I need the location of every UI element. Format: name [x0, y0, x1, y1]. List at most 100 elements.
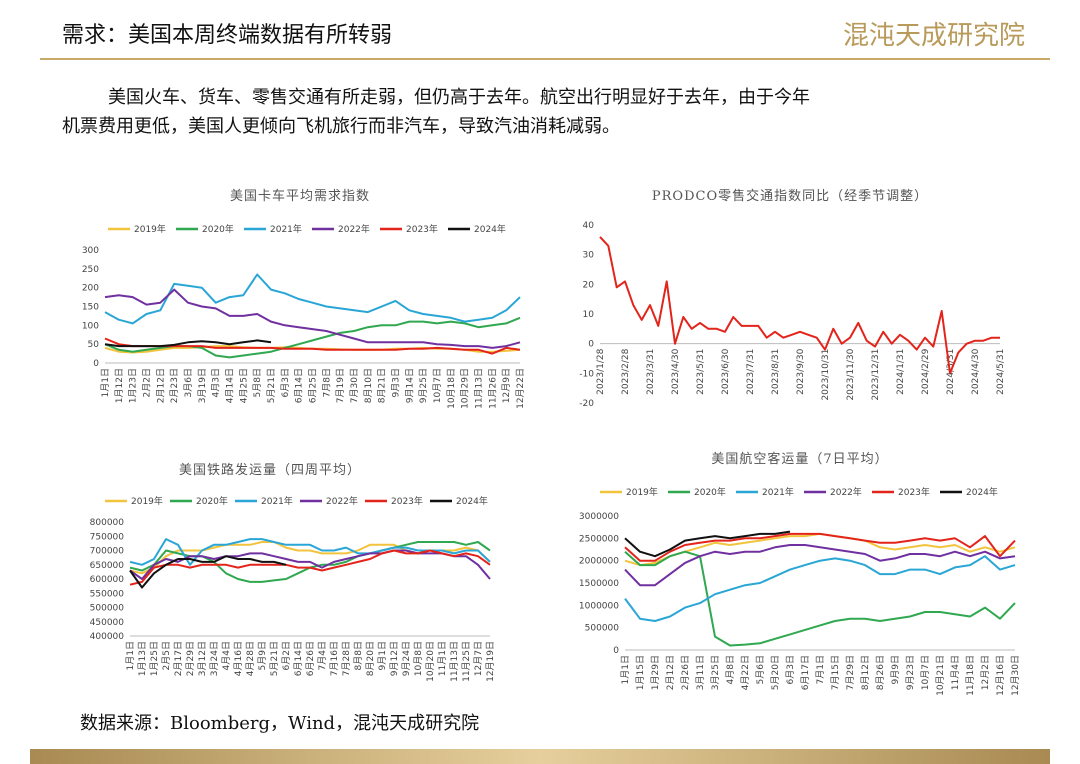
x-tick-label: 2023/11/30: [846, 348, 856, 400]
x-tick-label: 6月26日: [305, 641, 316, 676]
y-tick-label: 1500000: [579, 579, 619, 589]
x-tick-label: 2024/1/31: [896, 349, 906, 395]
x-tick-label: 9月1日: [377, 641, 388, 670]
x-tick-label: 7月8日: [321, 368, 332, 397]
legend-label: 2022年: [326, 495, 358, 507]
series-line: [599, 236, 1000, 375]
chart-title: 美国铁路发运量（四周平均）: [179, 462, 361, 478]
chart-title: PRODCO零售交通指数同比（经季节调整）: [652, 188, 928, 204]
x-tick-label: 2023/1/28: [596, 348, 606, 394]
x-tick-label: 3月12日: [197, 641, 208, 676]
legend-label: 2020年: [196, 495, 228, 507]
x-tick-label: 2月12日: [155, 368, 166, 403]
x-tick-label: 2月12日: [665, 655, 676, 690]
x-tick-label: 7月30日: [349, 368, 360, 403]
series-line: [104, 337, 521, 355]
series-line: [104, 339, 272, 348]
x-tick-label: 10月7日: [920, 655, 931, 690]
y-tick-label: 1000000: [579, 601, 619, 611]
x-tick-label: 6月3日: [785, 655, 796, 684]
legend-label: 2020年: [202, 223, 234, 235]
x-tick-label: 1月1日: [620, 655, 631, 684]
x-tick-label: 2023/2/28: [621, 348, 631, 394]
series-line: [104, 316, 521, 359]
x-tick-label: 4月4日: [221, 641, 232, 670]
legend-label: 2019年: [131, 495, 163, 507]
series-line: [624, 555, 1016, 622]
x-tick-label: 2023/4/30: [671, 348, 681, 394]
x-tick-label: 12月22日: [515, 368, 526, 409]
x-tick-label: 11月18日: [965, 655, 976, 696]
x-tick-label: 8月10日: [363, 368, 374, 403]
x-tick-label: 10月18日: [446, 368, 457, 409]
x-tick-label: 2023/3/31: [646, 349, 656, 395]
x-tick-label: 9月24日: [401, 641, 412, 676]
chart-title: 美国卡车平均需求指数: [230, 188, 370, 204]
x-tick-label: 2024/2/29: [921, 348, 931, 394]
y-tick-label: 150: [82, 303, 99, 313]
y-tick-label: 500000: [585, 624, 620, 634]
y-tick-label: 40: [583, 221, 595, 231]
x-tick-label: 7月4日: [317, 641, 328, 670]
x-tick-label: 4月8日: [725, 655, 736, 684]
y-tick-label: 450000: [90, 618, 125, 628]
x-tick-label: 4月14日: [225, 368, 236, 403]
x-tick-label: 2月26日: [680, 655, 691, 690]
legend-label: 2021年: [762, 486, 794, 498]
x-tick-label: 5月8日: [252, 368, 263, 397]
x-tick-label: 7月29日: [845, 655, 856, 690]
x-tick-label: 2月29日: [185, 641, 196, 676]
source: 数据来源：Bloomberg，Wind，混沌天成研究院: [80, 713, 479, 734]
x-tick-label: 11月13日: [474, 368, 485, 409]
y-tick-label: 700000: [90, 547, 125, 557]
x-tick-label: 11月25日: [461, 641, 472, 682]
x-tick-label: 10月7日: [432, 368, 443, 403]
x-tick-label: 11月4日: [950, 655, 961, 690]
x-tick-label: 2023/6/30: [721, 348, 731, 394]
x-tick-label: 8月20日: [365, 641, 376, 676]
x-tick-label: 1月12日: [114, 368, 125, 403]
y-tick-label: 650000: [90, 561, 125, 571]
x-tick-label: 11月13日: [449, 641, 460, 682]
y-tick-label: 0: [588, 340, 594, 350]
x-tick-label: 6月3日: [280, 368, 291, 397]
x-tick-label: 9月9日: [890, 655, 901, 684]
x-tick-label: 9月14日: [404, 368, 415, 403]
legend-label: 2023年: [391, 495, 423, 507]
x-tick-label: 4月22日: [740, 655, 751, 690]
series-line: [624, 530, 791, 558]
legend-label: 2024年: [456, 495, 488, 507]
x-tick-label: 6月14日: [294, 368, 305, 403]
y-tick-label: 20: [583, 280, 595, 290]
x-tick-label: 4月28日: [245, 641, 256, 676]
x-tick-label: 8月8日: [353, 641, 364, 670]
y-tick-label: 30: [583, 251, 595, 261]
series-line: [129, 549, 491, 586]
series-line: [129, 555, 287, 589]
legend-label: 2020年: [694, 486, 726, 498]
x-tick-label: 10月21日: [935, 655, 946, 696]
y-tick-label: 10: [583, 310, 595, 320]
y-tick-label: 2000000: [579, 557, 619, 567]
x-tick-label: 5月21日: [266, 368, 277, 403]
legend-label: 2023年: [898, 486, 930, 498]
x-tick-label: 2023/12/31: [871, 349, 881, 401]
series-line: [624, 550, 1016, 647]
x-tick-label: 2024/5/31: [996, 349, 1006, 395]
y-tick-label: 250: [82, 265, 99, 275]
y-tick-label: 2500000: [579, 534, 619, 544]
x-tick-label: 4月3日: [211, 368, 222, 397]
x-tick-label: 8月26日: [875, 655, 886, 690]
x-tick-label: 6月25日: [308, 368, 319, 403]
y-tick-label: 50: [88, 340, 100, 350]
x-tick-label: 12月19日: [485, 641, 496, 682]
x-tick-label: 1月29日: [650, 655, 661, 690]
x-tick-label: 3月6日: [183, 368, 194, 397]
x-tick-label: 4月16日: [233, 641, 244, 676]
x-tick-label: 3月11日: [695, 655, 706, 690]
legend-label: 2021年: [261, 495, 293, 507]
y-tick-label: 400000: [90, 632, 125, 642]
x-tick-label: 9月25日: [418, 368, 429, 403]
y-tick-label: 300: [82, 246, 99, 256]
y-tick-label: 100: [82, 321, 99, 331]
